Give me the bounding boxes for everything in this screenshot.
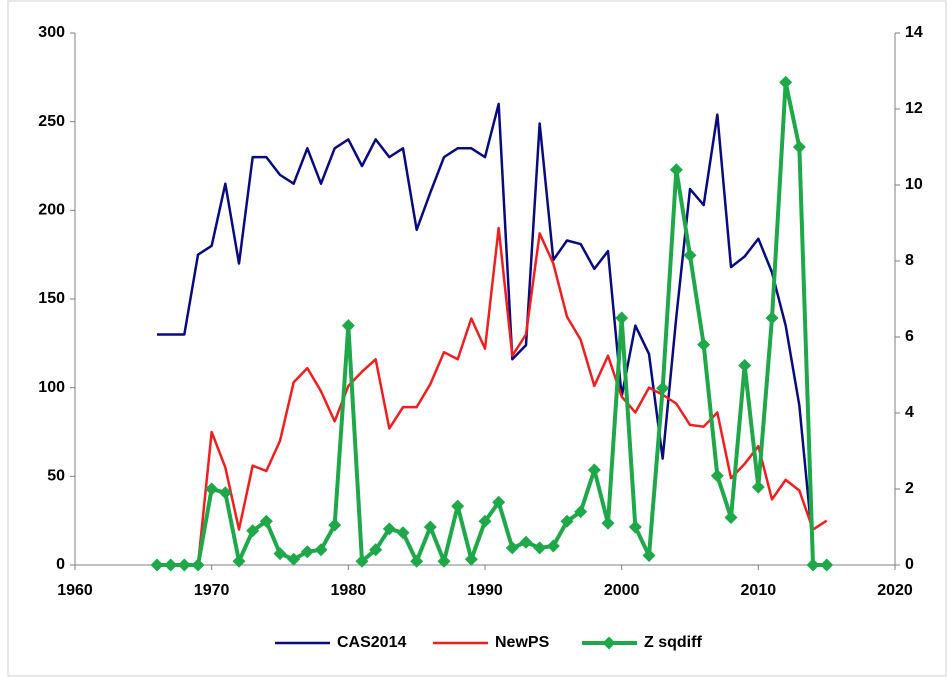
series-marker bbox=[574, 505, 588, 519]
series-marker bbox=[738, 359, 752, 372]
series-marker bbox=[150, 558, 164, 572]
series-marker bbox=[410, 554, 424, 568]
y2-tick-label: 10 bbox=[905, 176, 923, 193]
y2-tick-label: 0 bbox=[905, 556, 914, 573]
y-tick-label: 50 bbox=[47, 468, 65, 485]
series-marker bbox=[642, 549, 656, 562]
series-marker bbox=[273, 547, 287, 561]
series-marker bbox=[341, 319, 355, 333]
series-marker bbox=[765, 311, 779, 325]
series-marker bbox=[164, 558, 178, 572]
y2-tick-label: 8 bbox=[905, 252, 914, 269]
x-tick-label: 2020 bbox=[877, 582, 913, 599]
series-marker bbox=[751, 480, 765, 494]
y-tick-label: 300 bbox=[38, 24, 65, 41]
series-marker bbox=[533, 541, 547, 555]
series-marker bbox=[300, 545, 314, 559]
series-marker bbox=[369, 543, 383, 557]
series-marker bbox=[328, 518, 342, 532]
y-tick-label: 200 bbox=[38, 202, 65, 219]
y2-tick-label: 2 bbox=[905, 480, 914, 497]
series-marker bbox=[314, 543, 328, 557]
series-marker bbox=[792, 140, 806, 154]
y2-tick-label: 4 bbox=[905, 404, 914, 421]
y-tick-label: 150 bbox=[38, 290, 65, 307]
legend-marker bbox=[602, 636, 616, 650]
legend-label: NewPS bbox=[495, 634, 550, 651]
series-marker bbox=[232, 554, 246, 568]
y2-tick-label: 14 bbox=[905, 24, 923, 41]
series-marker bbox=[451, 499, 465, 513]
series-marker bbox=[505, 541, 519, 555]
series-marker bbox=[259, 514, 273, 528]
series-marker bbox=[546, 539, 560, 553]
series-marker bbox=[669, 163, 683, 177]
series-marker bbox=[710, 469, 724, 483]
series-marker bbox=[724, 511, 738, 524]
series-marker bbox=[246, 524, 260, 538]
series-marker bbox=[437, 554, 451, 568]
series-marker bbox=[806, 558, 820, 572]
series-marker bbox=[478, 514, 492, 528]
series-marker bbox=[820, 558, 834, 572]
y-tick-label: 250 bbox=[38, 113, 65, 130]
legend-label: CAS2014 bbox=[337, 634, 406, 651]
x-tick-label: 1960 bbox=[57, 582, 93, 599]
x-tick-label: 1970 bbox=[194, 582, 230, 599]
series-marker bbox=[560, 514, 574, 528]
series-marker bbox=[656, 381, 670, 395]
series-marker bbox=[177, 558, 191, 572]
series-marker bbox=[191, 558, 205, 572]
series-marker bbox=[205, 482, 219, 496]
series-marker bbox=[601, 516, 615, 530]
series-marker bbox=[779, 75, 793, 89]
series-marker bbox=[382, 522, 396, 536]
series-marker bbox=[492, 495, 506, 509]
y-tick-label: 0 bbox=[56, 556, 65, 573]
series-marker bbox=[615, 311, 629, 325]
x-tick-label: 1990 bbox=[467, 582, 503, 599]
series-marker bbox=[464, 552, 478, 566]
series-line bbox=[196, 226, 828, 566]
series-marker bbox=[287, 552, 301, 566]
legend-label: Z sqdiff bbox=[644, 634, 702, 651]
x-tick-label: 1980 bbox=[331, 582, 367, 599]
series-marker bbox=[396, 526, 410, 540]
series-line bbox=[157, 80, 827, 567]
y-tick-label: 100 bbox=[38, 379, 65, 396]
series-marker bbox=[519, 535, 533, 549]
series-marker bbox=[355, 554, 369, 568]
series-marker bbox=[683, 248, 697, 262]
x-tick-label: 2010 bbox=[741, 582, 777, 599]
y2-tick-label: 12 bbox=[905, 100, 923, 117]
series-marker bbox=[218, 486, 232, 500]
x-tick-label: 2000 bbox=[604, 582, 640, 599]
series-line bbox=[157, 102, 815, 548]
series-marker bbox=[423, 520, 437, 534]
series-marker bbox=[697, 338, 711, 352]
series-marker bbox=[628, 520, 642, 534]
y2-tick-label: 6 bbox=[905, 328, 914, 345]
series-marker bbox=[587, 463, 601, 477]
